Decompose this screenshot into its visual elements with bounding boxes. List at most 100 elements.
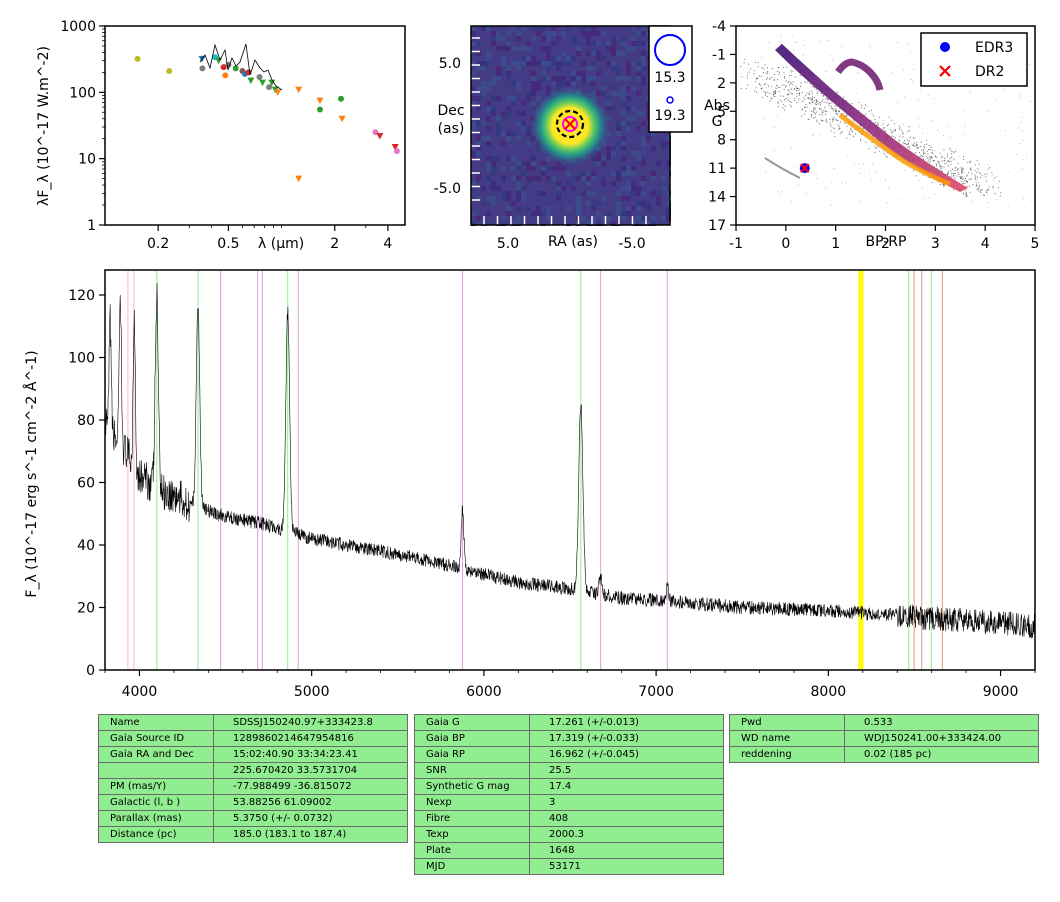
target-star-glow [530, 86, 610, 166]
info-row: Gaia RP 16.962 (+/-0.045) [414, 746, 724, 763]
image-ylabel-1: Dec [437, 103, 464, 119]
sed-frame [104, 25, 406, 226]
info-value: 0.02 (185 pc) [844, 746, 1039, 763]
info-value: 53.88256 61.09002 [213, 794, 408, 811]
info-key: MJD [414, 858, 530, 875]
image-xtick-left: 5.0 [497, 236, 519, 252]
info-row: Gaia RA and Dec 15:02:40.90 33:34:23.41 [98, 746, 408, 763]
legend-mag-faint: 19.3 [654, 108, 685, 124]
info-key: Distance (pc) [98, 826, 214, 843]
info-key: Gaia BP [414, 730, 530, 747]
info-key [98, 762, 214, 779]
info-value: 25.5 [529, 762, 724, 779]
sed-ytick-label: 1000 [60, 19, 96, 35]
info-row: MJD 53171 [414, 858, 724, 875]
info-table-identity: Name SDSSJ150240.97+333423.8 Gaia Source I… [98, 714, 408, 843]
info-value: 408 [529, 810, 724, 827]
hrd-xtick-label: 5 [1031, 236, 1040, 252]
info-row: Texp 2000.3 [414, 826, 724, 843]
info-row: Synthetic G mag 17.4 [414, 778, 724, 795]
info-row: Gaia BP 17.319 (+/-0.033) [414, 730, 724, 747]
info-value: 53171 [529, 858, 724, 875]
sed-upper-limit-25 [338, 115, 346, 123]
info-row: 225.670420 33.5731704 [98, 762, 408, 779]
info-value: SDSSJ150240.97+333423.8 [213, 714, 408, 731]
legend-small-circle [666, 96, 674, 104]
sed-photometry-point-7 [222, 72, 229, 79]
info-row: reddening 0.02 (185 pc) [729, 746, 1039, 763]
hrd-main-sequence [775, 44, 968, 192]
info-value: 3 [529, 794, 724, 811]
hrd-legend-edr3-marker [940, 42, 950, 52]
hrd-ylabel-1: Abs [704, 98, 730, 114]
spectrum-xtick-label: 7000 [638, 684, 674, 700]
hrd-ytick-label: 14 [708, 190, 726, 206]
info-key: Synthetic G mag [414, 778, 530, 795]
hrd-xlabel: BP-RP [866, 234, 907, 250]
hrd-ytick-label: 5 [717, 104, 726, 120]
info-value: 5.3750 (+/- 0.0732) [213, 810, 408, 827]
spectrum-ytick-label: 120 [68, 288, 95, 304]
sed-photometry-point-29 [393, 148, 400, 155]
sed-upper-limit-17 [268, 79, 276, 87]
sed-marks [134, 54, 400, 183]
info-value: 15:02:40.90 33:34:23.41 [213, 746, 408, 763]
hrd-ytick-label: 11 [708, 161, 726, 177]
spectrum-xtick-label: 4000 [122, 684, 158, 700]
info-key: Gaia Source ID [98, 730, 214, 747]
hrd-ytick-label: 8 [717, 133, 726, 149]
info-value: 17.4 [529, 778, 724, 795]
sed-ytick-label: 100 [69, 85, 96, 101]
info-key: Pwd [729, 714, 845, 731]
sed-ylabel: λF_λ (10^-17 W.m^-2) [36, 46, 52, 206]
info-key: Fibre [414, 810, 530, 827]
info-value: 1289860214647954816 [213, 730, 408, 747]
info-key: reddening [729, 746, 845, 763]
info-key: Gaia RP [414, 746, 530, 763]
sed-xtick-label: 0.2 [147, 236, 169, 252]
sed-photometry-point-0 [134, 55, 141, 62]
sed-xtick-label: 2 [330, 236, 339, 252]
sed-axes: 1 10 100 1000 0.2 0.5 2 4 [60, 19, 392, 252]
info-row: Gaia Source ID 1289860214647954816 [98, 730, 408, 747]
hrd-legend-box [920, 32, 1028, 87]
info-row: WD name WDJ150241.00+333424.00 [729, 730, 1039, 747]
info-key: SNR [414, 762, 530, 779]
sed-upper-limit-22 [316, 97, 324, 105]
hrd-axes: -1 0 1 2 3 4 5 -4 -1 2 5 8 11 14 17 [708, 19, 1039, 252]
info-row: PM (mas/Y) -77.988499 -36.815072 [98, 778, 408, 795]
info-table-photometry: Gaia G 17.261 (+/-0.013) Gaia BP 17.319 (+/… [414, 714, 724, 875]
hrd-ytick-label: 2 [717, 76, 726, 92]
sed-photometry-point-16 [266, 84, 273, 91]
legend-large-circle [654, 34, 686, 66]
sed-ytick-label: 1 [87, 218, 96, 234]
spectrum-panel: 4000 5000 6000 7000 8000 9000020406080100120 … [23, 269, 1036, 700]
sed-panel: 1 10 100 1000 0.2 0.5 2 4 λ (μm) λF_λ (10^-17 W… [36, 19, 406, 252]
sed-model-curve [199, 43, 283, 91]
hrd-panel: -1 0 1 2 3 4 5 -4 -1 2 5 8 11 14 17 BP-RP Abs G EDR3 D… [704, 19, 1039, 252]
spectrum-xtick-label: 5000 [294, 684, 330, 700]
info-row: Galactic (l, b ) 53.88256 61.09002 [98, 794, 408, 811]
image-xlabel: RA (as) [548, 234, 598, 250]
sed-photometry-point-14 [256, 74, 263, 81]
info-value: 2000.3 [529, 826, 724, 843]
hrd-xtick-label: 2 [881, 236, 890, 252]
spectrum-ytick-label: 100 [68, 351, 95, 367]
image-ytick-bottom: -5.0 [434, 181, 461, 197]
info-row: Fibre 408 [414, 810, 724, 827]
info-row: Distance (pc) 185.0 (183.1 to 187.4) [98, 826, 408, 843]
sdss-position-marker [562, 116, 578, 132]
info-key: Plate [414, 842, 530, 859]
sed-upper-limit-27 [376, 132, 384, 140]
sed-upper-limit-21 [295, 175, 303, 183]
legend-mag-bright: 15.3 [654, 70, 685, 86]
info-row: Parallax (mas) 5.3750 (+/- 0.0732) [98, 810, 408, 827]
spectrum-flux-line [105, 283, 1035, 639]
info-value: 225.670420 33.5731704 [213, 762, 408, 779]
sed-upper-limit-13 [247, 77, 255, 85]
sed-upper-limit-19 [274, 89, 282, 96]
info-key: Parallax (mas) [98, 810, 214, 827]
info-value: WDJ150241.00+333424.00 [844, 730, 1039, 747]
spectrum-frame [104, 269, 1036, 671]
